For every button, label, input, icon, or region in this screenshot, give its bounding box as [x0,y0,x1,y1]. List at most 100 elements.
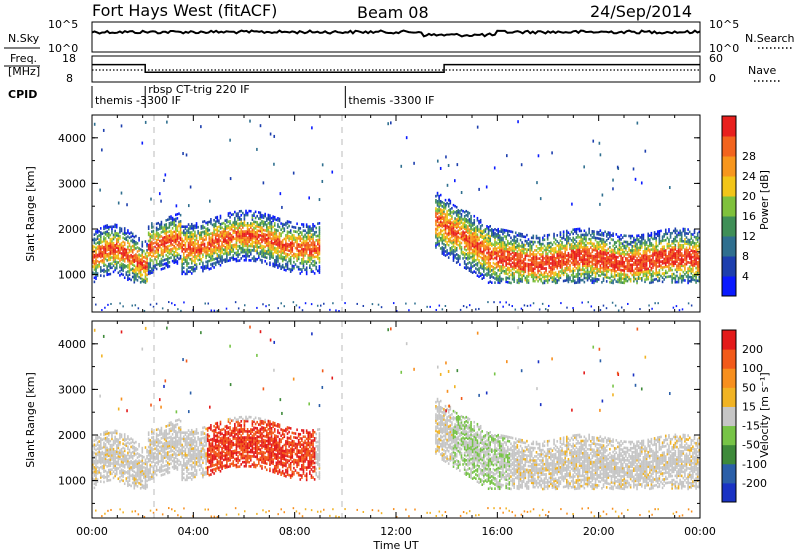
power-cell [535,265,538,269]
power-cell [556,260,559,264]
power-cell [95,254,97,258]
power-cell [198,256,201,259]
power-cell [594,253,597,256]
power-cell [238,226,241,230]
power-cell [230,225,233,229]
power-cell [532,255,535,258]
power-cell [106,267,108,270]
power-cell [530,267,533,270]
power-cell [112,254,115,257]
power-cell [607,231,610,234]
power-cell [613,263,616,267]
power-cell [468,269,471,272]
power-cell [522,247,525,251]
power-cell [178,222,180,226]
power-cell [186,256,188,259]
power-cell [187,262,190,265]
power-cell [101,246,104,250]
power-cell [451,229,453,233]
power-cell [226,247,228,251]
power-cell [505,255,507,259]
power-cell [186,260,188,263]
power-cell [591,258,594,262]
power-cell [211,254,214,258]
power-cell [522,243,525,247]
power-cell [451,231,453,235]
power-cell [473,221,476,224]
power-cell [532,257,535,260]
power-cell [216,215,219,219]
power-cell [487,254,490,258]
power-cell [583,235,586,239]
power-cell [281,241,284,244]
freq-right-tick-top: 60 [709,52,723,65]
power-cell [226,218,228,222]
power-cell [577,270,579,274]
power-cell [144,268,147,272]
power-cell [441,250,444,253]
power-cell [514,264,517,267]
power-cell [194,232,196,236]
power-cell [633,263,635,267]
power-cell [139,264,142,268]
power-cell [602,271,605,274]
power-cell [465,267,468,270]
power-cell [656,252,659,256]
power-cell [468,238,471,242]
power-cell [676,250,678,253]
power-cell [575,246,578,250]
power-cell [435,227,437,231]
power-cell [623,234,626,237]
power-cell [267,234,270,237]
power-cell [449,224,452,228]
power-cell [674,239,677,243]
power-cell [465,244,468,248]
power-cell [674,252,677,255]
power-cell [238,218,241,221]
power-cell [550,270,552,273]
power-cell [495,235,498,238]
power-cell [135,271,137,275]
power-cell [500,242,503,246]
power-cell [186,272,188,276]
power-cell [139,262,142,266]
power-cell [192,234,195,238]
power-cell [441,200,444,204]
power-cell [553,271,555,275]
power-cell [133,272,136,276]
power-cell [213,239,215,243]
power-cell [186,254,188,257]
power-cell [623,273,626,276]
power-cell [540,267,543,271]
power-cell [119,247,121,250]
power-cell [593,236,595,239]
power-cell [473,237,476,241]
power-cell [227,232,230,236]
power-cell [467,253,469,257]
power-cell [103,231,105,235]
power-cell [447,252,450,255]
power-cell [664,269,667,273]
power-cell [98,262,100,266]
power-cell [554,257,557,260]
power-cell [612,281,614,285]
power-cell [277,253,279,257]
power-cell [503,251,506,255]
power-cell [149,239,152,242]
power-cell [530,275,533,279]
power-cell [214,251,217,254]
power-cell [174,254,177,258]
power-cell [195,224,198,227]
power-cell [593,248,595,252]
power-cell [297,235,300,238]
power-cell [455,218,458,221]
power-cell [302,241,305,245]
power-cell [187,223,190,226]
power-cell [586,258,589,261]
power-cell [312,239,314,243]
power-cell [642,272,645,276]
power-cell [297,232,300,236]
power-cell [540,271,543,275]
power-cell [96,253,99,257]
power-cell [540,246,543,250]
